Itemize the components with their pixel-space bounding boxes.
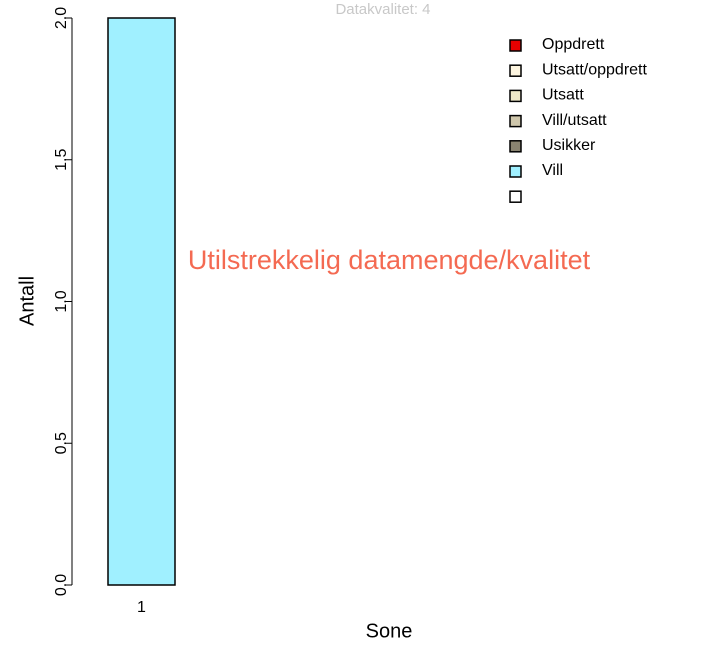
legend-swatch <box>509 165 522 178</box>
legend-swatch <box>509 89 522 103</box>
legend-swatch <box>509 190 522 203</box>
y-tick-label: 2.0 <box>53 7 70 29</box>
chart-title: Datakvalitet: 4 <box>335 1 430 18</box>
legend-swatch <box>509 39 522 52</box>
y-tick-label: 1.5 <box>53 149 70 171</box>
legend-label: Vill <box>542 162 563 179</box>
y-tick-label: 0.0 <box>53 574 70 596</box>
y-tick-label: 0.5 <box>53 432 70 454</box>
legend-label: Utsatt <box>542 87 584 104</box>
legend-swatch <box>509 64 522 77</box>
legend-label: Usikker <box>542 137 596 154</box>
annotation: Utilstrekkelig datamengde/kvalitet <box>188 245 591 275</box>
legend-swatch <box>509 140 522 153</box>
legend-label: Vill/utsatt <box>542 112 607 129</box>
legend-label: Oppdrett <box>542 36 605 53</box>
y-tick-label: 1.0 <box>53 290 70 312</box>
y-axis-label: Antall <box>16 276 38 326</box>
x-axis-label: Sone <box>366 620 413 642</box>
legend-label: Utsatt/oppdrett <box>542 61 648 78</box>
legend-swatch <box>509 114 522 128</box>
x-tick-label: 1 <box>137 599 146 616</box>
bar-segment <box>107 17 176 586</box>
